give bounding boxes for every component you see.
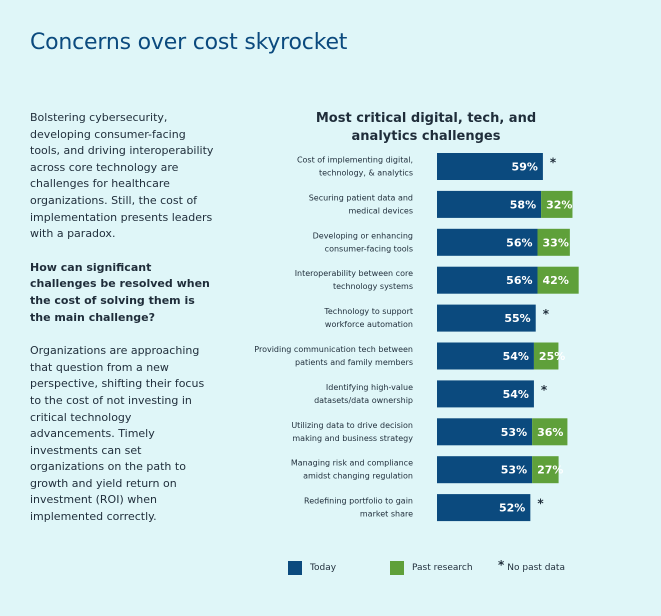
no-past-data-marker: * xyxy=(541,383,548,397)
value-label-today: 53% xyxy=(501,464,527,477)
value-label-today: 54% xyxy=(503,350,529,363)
page-title: Concerns over cost skyrocket xyxy=(30,30,348,55)
bar-today xyxy=(437,228,538,256)
category-label: Technology to support workforce automatio… xyxy=(323,307,413,329)
value-label-today: 53% xyxy=(501,426,527,439)
no-past-data-marker: * xyxy=(543,307,550,321)
bar-past xyxy=(541,190,573,218)
response-paragraph: Organizations are approaching that quest… xyxy=(30,344,205,524)
category-label: Securing patient data and medical devices xyxy=(309,193,413,215)
key-question: How can significant challenges be resolv… xyxy=(30,260,210,324)
legend-today-label: Today xyxy=(310,563,337,573)
value-label-past: 32% xyxy=(546,198,572,211)
value-label-past: 42% xyxy=(543,274,569,287)
category-label: Identifying high-value datasets/data owne… xyxy=(314,383,413,405)
bar-today xyxy=(437,342,534,370)
value-label-today: 54% xyxy=(503,388,529,401)
legend-no-past-data: * No past data xyxy=(498,558,565,575)
intro-paragraph: Bolstering cybersecurity, developing con… xyxy=(30,111,214,241)
bar-today xyxy=(437,304,536,332)
legend-star-label: No past data xyxy=(507,563,565,573)
category-label: Interoperability between core technology … xyxy=(295,269,413,291)
value-label-today: 58% xyxy=(510,198,536,211)
bar-today xyxy=(437,456,533,484)
legend-star-symbol: * xyxy=(498,558,505,572)
bar-chart: Cost of implementing digital, technology,… xyxy=(254,153,579,522)
value-label-today: 56% xyxy=(506,236,532,249)
value-label-past: 33% xyxy=(543,236,569,249)
legend-today: Today xyxy=(288,561,336,575)
bar-today xyxy=(437,494,531,522)
bar-today xyxy=(437,418,533,446)
category-label: Providing communication tech between pati… xyxy=(254,345,413,367)
category-label: Utilizing data to drive decision making a… xyxy=(291,421,413,443)
bar-today xyxy=(437,190,542,218)
value-label-today: 55% xyxy=(504,312,530,325)
legend-past-label: Past research xyxy=(412,563,473,573)
chart-title: Most critical digital, tech, and analyti… xyxy=(315,111,537,144)
value-label-past: 27% xyxy=(537,464,563,477)
category-label: Redefining portfolio to gain market share xyxy=(304,497,413,519)
bar-past xyxy=(537,266,579,294)
bar-past xyxy=(532,456,559,484)
value-label-today: 52% xyxy=(499,502,525,515)
bar-today xyxy=(437,153,543,180)
value-label-past: 36% xyxy=(537,426,563,439)
bar-past xyxy=(537,228,570,256)
intro-text: Bolstering cybersecurity, developing con… xyxy=(30,110,215,543)
no-past-data-marker: * xyxy=(537,497,544,511)
category-label: Cost of implementing digital, technology,… xyxy=(297,156,413,178)
bar-past xyxy=(533,342,559,370)
category-label: Managing risk and compliance amidst chang… xyxy=(291,459,413,481)
value-label-today: 59% xyxy=(512,161,538,174)
legend-today-swatch xyxy=(288,561,302,575)
no-past-data-marker: * xyxy=(550,156,557,170)
legend-past-swatch xyxy=(390,561,404,575)
legend-past: Past research xyxy=(390,561,473,575)
bar-today xyxy=(437,380,534,408)
bar-today xyxy=(437,266,538,294)
value-label-today: 56% xyxy=(506,274,532,287)
bar-past xyxy=(532,418,568,446)
category-label: Developing or enhancing consumer-facing t… xyxy=(313,231,413,253)
value-label-past: 25% xyxy=(539,350,565,363)
